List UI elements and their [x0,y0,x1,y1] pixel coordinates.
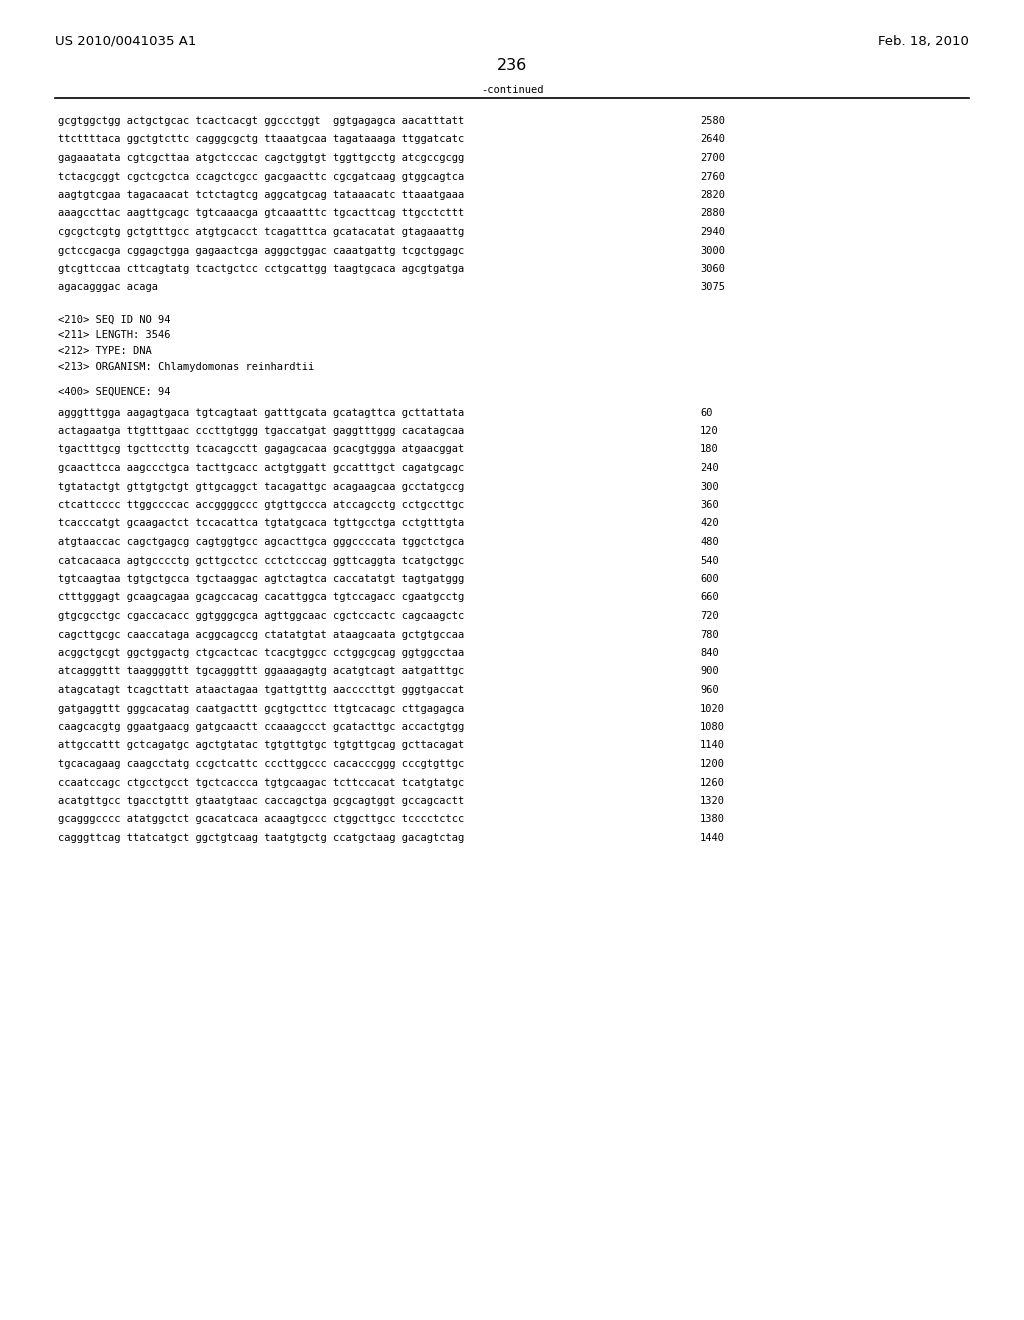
Text: catcacaaca agtgcccctg gcttgcctcc cctctcccag ggttcaggta tcatgctggc: catcacaaca agtgcccctg gcttgcctcc cctctcc… [58,556,464,565]
Text: gcgtggctgg actgctgcac tcactcacgt ggccctggt  ggtgagagca aacatttatt: gcgtggctgg actgctgcac tcactcacgt ggccctg… [58,116,464,125]
Text: 180: 180 [700,445,719,454]
Text: 960: 960 [700,685,719,696]
Text: 1080: 1080 [700,722,725,733]
Text: gagaaatata cgtcgcttaa atgctcccac cagctggtgt tggttgcctg atcgccgcgg: gagaaatata cgtcgcttaa atgctcccac cagctgg… [58,153,464,162]
Text: 2580: 2580 [700,116,725,125]
Text: aaagccttac aagttgcagc tgtcaaacga gtcaaatttc tgcacttcag ttgcctcttt: aaagccttac aagttgcagc tgtcaaacga gtcaaat… [58,209,464,219]
Text: atgtaaccac cagctgagcg cagtggtgcc agcacttgca gggccccata tggctctgca: atgtaaccac cagctgagcg cagtggtgcc agcactt… [58,537,464,546]
Text: 2940: 2940 [700,227,725,238]
Text: cagggttcag ttatcatgct ggctgtcaag taatgtgctg ccatgctaag gacagtctag: cagggttcag ttatcatgct ggctgtcaag taatgtg… [58,833,464,843]
Text: ctttgggagt gcaagcagaa gcagccacag cacattggca tgtccagacc cgaatgcctg: ctttgggagt gcaagcagaa gcagccacag cacattg… [58,593,464,602]
Text: 3060: 3060 [700,264,725,275]
Text: gtcgttccaa cttcagtatg tcactgctcc cctgcattgg taagtgcaca agcgtgatga: gtcgttccaa cttcagtatg tcactgctcc cctgcat… [58,264,464,275]
Text: 1320: 1320 [700,796,725,807]
Text: aagtgtcgaa tagacaacat tctctagtcg aggcatgcag tataaacatc ttaaatgaaa: aagtgtcgaa tagacaacat tctctagtcg aggcatg… [58,190,464,201]
Text: <213> ORGANISM: Chlamydomonas reinhardtii: <213> ORGANISM: Chlamydomonas reinhardti… [58,362,314,371]
Text: agacagggac acaga: agacagggac acaga [58,282,158,293]
Text: caagcacgtg ggaatgaacg gatgcaactt ccaaagccct gcatacttgc accactgtgg: caagcacgtg ggaatgaacg gatgcaactt ccaaagc… [58,722,464,733]
Text: 120: 120 [700,426,719,436]
Text: tgactttgcg tgcttccttg tcacagcctt gagagcacaa gcacgtggga atgaacggat: tgactttgcg tgcttccttg tcacagcctt gagagca… [58,445,464,454]
Text: ttcttttaca ggctgtcttc cagggcgctg ttaaatgcaa tagataaaga ttggatcatc: ttcttttaca ggctgtcttc cagggcgctg ttaaatg… [58,135,464,144]
Text: <211> LENGTH: 3546: <211> LENGTH: 3546 [58,330,171,341]
Text: acggctgcgt ggctggactg ctgcactcac tcacgtggcc cctggcgcag ggtggcctaa: acggctgcgt ggctggactg ctgcactcac tcacgtg… [58,648,464,657]
Text: tctacgcggt cgctcgctca ccagctcgcc gacgaacttc cgcgatcaag gtggcagtca: tctacgcggt cgctcgctca ccagctcgcc gacgaac… [58,172,464,181]
Text: ccaatccagc ctgcctgcct tgctcaccca tgtgcaagac tcttccacat tcatgtatgc: ccaatccagc ctgcctgcct tgctcaccca tgtgcaa… [58,777,464,788]
Text: 240: 240 [700,463,719,473]
Text: 480: 480 [700,537,719,546]
Text: <210> SEQ ID NO 94: <210> SEQ ID NO 94 [58,315,171,325]
Text: 1020: 1020 [700,704,725,714]
Text: 2700: 2700 [700,153,725,162]
Text: 2760: 2760 [700,172,725,181]
Text: atcagggttt taaggggttt tgcagggttt ggaaagagtg acatgtcagt aatgatttgc: atcagggttt taaggggttt tgcagggttt ggaaaga… [58,667,464,676]
Text: acatgttgcc tgacctgttt gtaatgtaac caccagctga gcgcagtggt gccagcactt: acatgttgcc tgacctgttt gtaatgtaac caccagc… [58,796,464,807]
Text: atagcatagt tcagcttatt ataactagaa tgattgtttg aaccccttgt gggtgaccat: atagcatagt tcagcttatt ataactagaa tgattgt… [58,685,464,696]
Text: 840: 840 [700,648,719,657]
Text: 2640: 2640 [700,135,725,144]
Text: tgcacagaag caagcctatg ccgctcattc cccttggccc cacacccggg cccgtgttgc: tgcacagaag caagcctatg ccgctcattc cccttgg… [58,759,464,770]
Text: agggtttgga aagagtgaca tgtcagtaat gatttgcata gcatagttca gcttattata: agggtttgga aagagtgaca tgtcagtaat gatttgc… [58,408,464,417]
Text: 720: 720 [700,611,719,620]
Text: 600: 600 [700,574,719,583]
Text: <400> SEQUENCE: 94: <400> SEQUENCE: 94 [58,387,171,397]
Text: 660: 660 [700,593,719,602]
Text: 2820: 2820 [700,190,725,201]
Text: 3000: 3000 [700,246,725,256]
Text: 1440: 1440 [700,833,725,843]
Text: 1200: 1200 [700,759,725,770]
Text: 900: 900 [700,667,719,676]
Text: 60: 60 [700,408,713,417]
Text: Feb. 18, 2010: Feb. 18, 2010 [879,36,969,48]
Text: 2880: 2880 [700,209,725,219]
Text: <212> TYPE: DNA: <212> TYPE: DNA [58,346,152,356]
Text: US 2010/0041035 A1: US 2010/0041035 A1 [55,36,197,48]
Text: cagcttgcgc caaccataga acggcagccg ctatatgtat ataagcaata gctgtgccaa: cagcttgcgc caaccataga acggcagccg ctatatg… [58,630,464,639]
Text: 1260: 1260 [700,777,725,788]
Text: gcagggcccc atatggctct gcacatcaca acaagtgccc ctggcttgcc tcccctctcc: gcagggcccc atatggctct gcacatcaca acaagtg… [58,814,464,825]
Text: cgcgctcgtg gctgtttgcc atgtgcacct tcagatttca gcatacatat gtagaaattg: cgcgctcgtg gctgtttgcc atgtgcacct tcagatt… [58,227,464,238]
Text: 3075: 3075 [700,282,725,293]
Text: -continued: -continued [480,84,544,95]
Text: ctcattcccc ttggccccac accggggccc gtgttgccca atccagcctg cctgccttgc: ctcattcccc ttggccccac accggggccc gtgttgc… [58,500,464,510]
Text: 420: 420 [700,519,719,528]
Text: 300: 300 [700,482,719,491]
Text: actagaatga ttgtttgaac cccttgtggg tgaccatgat gaggtttggg cacatagcaa: actagaatga ttgtttgaac cccttgtggg tgaccat… [58,426,464,436]
Text: gatgaggttt gggcacatag caatgacttt gcgtgcttcc ttgtcacagc cttgagagca: gatgaggttt gggcacatag caatgacttt gcgtgct… [58,704,464,714]
Text: 540: 540 [700,556,719,565]
Text: tgtcaagtaa tgtgctgcca tgctaaggac agtctagtca caccatatgt tagtgatggg: tgtcaagtaa tgtgctgcca tgctaaggac agtctag… [58,574,464,583]
Text: tgtatactgt gttgtgctgt gttgcaggct tacagattgc acagaagcaa gcctatgccg: tgtatactgt gttgtgctgt gttgcaggct tacagat… [58,482,464,491]
Text: 780: 780 [700,630,719,639]
Text: 360: 360 [700,500,719,510]
Text: gctccgacga cggagctgga gagaactcga agggctggac caaatgattg tcgctggagc: gctccgacga cggagctgga gagaactcga agggctg… [58,246,464,256]
Text: tcacccatgt gcaagactct tccacattca tgtatgcaca tgttgcctga cctgtttgta: tcacccatgt gcaagactct tccacattca tgtatgc… [58,519,464,528]
Text: gtgcgcctgc cgaccacacc ggtgggcgca agttggcaac cgctccactc cagcaagctc: gtgcgcctgc cgaccacacc ggtgggcgca agttggc… [58,611,464,620]
Text: gcaacttcca aagccctgca tacttgcacc actgtggatt gccatttgct cagatgcagc: gcaacttcca aagccctgca tacttgcacc actgtgg… [58,463,464,473]
Text: 1380: 1380 [700,814,725,825]
Text: attgccattt gctcagatgc agctgtatac tgtgttgtgc tgtgttgcag gcttacagat: attgccattt gctcagatgc agctgtatac tgtgttg… [58,741,464,751]
Text: 236: 236 [497,58,527,73]
Text: 1140: 1140 [700,741,725,751]
